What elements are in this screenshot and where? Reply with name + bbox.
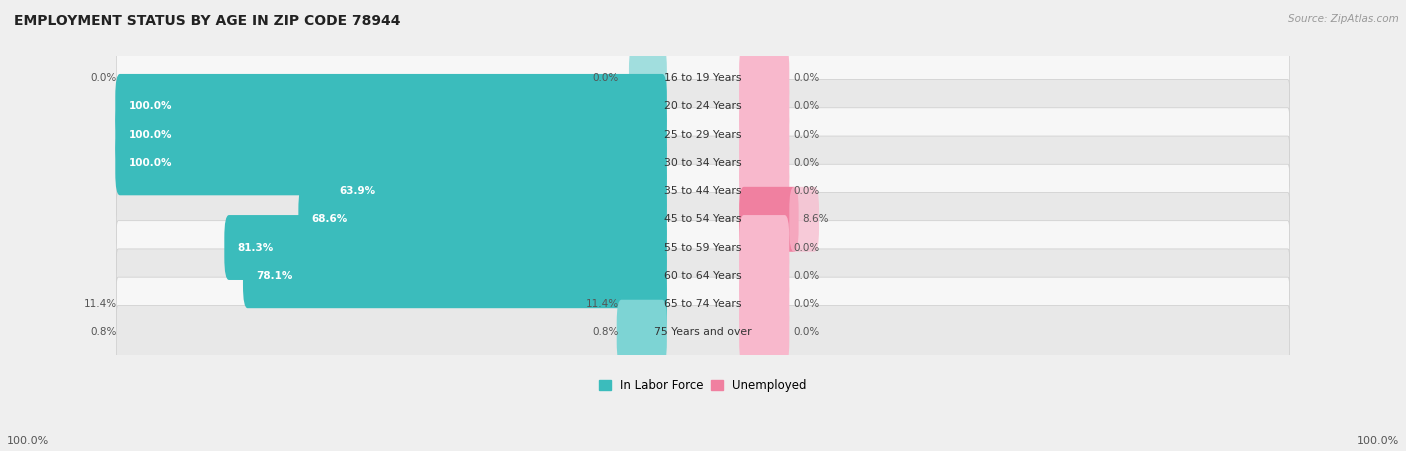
Legend: In Labor Force, Unemployed: In Labor Force, Unemployed xyxy=(595,374,811,397)
FancyBboxPatch shape xyxy=(740,243,789,308)
FancyBboxPatch shape xyxy=(789,187,820,252)
FancyBboxPatch shape xyxy=(740,215,789,280)
Text: 78.1%: 78.1% xyxy=(256,271,292,281)
Text: 0.8%: 0.8% xyxy=(90,327,117,337)
Text: 100.0%: 100.0% xyxy=(129,158,172,168)
Text: 16 to 19 Years: 16 to 19 Years xyxy=(664,73,742,83)
Text: 100.0%: 100.0% xyxy=(129,129,172,140)
Text: 0.0%: 0.0% xyxy=(91,73,117,83)
Text: 25 to 29 Years: 25 to 29 Years xyxy=(664,129,742,140)
FancyBboxPatch shape xyxy=(117,277,1289,331)
FancyBboxPatch shape xyxy=(740,74,789,139)
FancyBboxPatch shape xyxy=(117,249,1289,303)
FancyBboxPatch shape xyxy=(117,305,1289,359)
Text: 75 Years and over: 75 Years and over xyxy=(654,327,752,337)
FancyBboxPatch shape xyxy=(617,300,666,365)
Text: 100.0%: 100.0% xyxy=(129,101,172,111)
FancyBboxPatch shape xyxy=(740,300,789,365)
Text: 0.0%: 0.0% xyxy=(793,243,820,253)
Text: 0.0%: 0.0% xyxy=(793,271,820,281)
FancyBboxPatch shape xyxy=(628,46,666,110)
FancyBboxPatch shape xyxy=(117,136,1289,190)
Text: 0.0%: 0.0% xyxy=(793,327,820,337)
FancyBboxPatch shape xyxy=(740,130,789,195)
FancyBboxPatch shape xyxy=(326,159,666,224)
FancyBboxPatch shape xyxy=(117,193,1289,246)
Text: 8.6%: 8.6% xyxy=(803,214,830,224)
Text: 0.0%: 0.0% xyxy=(592,73,619,83)
Text: 0.0%: 0.0% xyxy=(793,158,820,168)
Text: 0.0%: 0.0% xyxy=(793,299,820,309)
Text: 55 to 59 Years: 55 to 59 Years xyxy=(664,243,742,253)
Text: 68.6%: 68.6% xyxy=(312,214,349,224)
FancyBboxPatch shape xyxy=(740,159,789,224)
Text: 0.0%: 0.0% xyxy=(793,186,820,196)
Text: 45 to 54 Years: 45 to 54 Years xyxy=(664,214,742,224)
FancyBboxPatch shape xyxy=(631,272,666,336)
Text: 60 to 64 Years: 60 to 64 Years xyxy=(664,271,742,281)
Text: 35 to 44 Years: 35 to 44 Years xyxy=(664,186,742,196)
FancyBboxPatch shape xyxy=(740,46,789,110)
Text: 20 to 24 Years: 20 to 24 Years xyxy=(664,101,742,111)
Text: 11.4%: 11.4% xyxy=(585,299,619,309)
Text: 0.8%: 0.8% xyxy=(592,327,619,337)
Text: 11.4%: 11.4% xyxy=(84,299,117,309)
Text: 100.0%: 100.0% xyxy=(1357,437,1399,446)
Text: Source: ZipAtlas.com: Source: ZipAtlas.com xyxy=(1288,14,1399,23)
Text: 30 to 34 Years: 30 to 34 Years xyxy=(664,158,742,168)
FancyBboxPatch shape xyxy=(115,130,666,195)
FancyBboxPatch shape xyxy=(117,51,1289,105)
FancyBboxPatch shape xyxy=(243,243,666,308)
FancyBboxPatch shape xyxy=(115,74,666,139)
Text: EMPLOYMENT STATUS BY AGE IN ZIP CODE 78944: EMPLOYMENT STATUS BY AGE IN ZIP CODE 789… xyxy=(14,14,401,28)
Text: 0.0%: 0.0% xyxy=(793,73,820,83)
FancyBboxPatch shape xyxy=(117,164,1289,218)
FancyBboxPatch shape xyxy=(298,187,666,252)
Text: 65 to 74 Years: 65 to 74 Years xyxy=(664,299,742,309)
FancyBboxPatch shape xyxy=(115,102,666,167)
FancyBboxPatch shape xyxy=(740,187,799,252)
Text: 81.3%: 81.3% xyxy=(238,243,274,253)
FancyBboxPatch shape xyxy=(117,221,1289,274)
Text: 63.9%: 63.9% xyxy=(339,186,375,196)
FancyBboxPatch shape xyxy=(117,108,1289,161)
FancyBboxPatch shape xyxy=(117,79,1289,133)
Text: 0.0%: 0.0% xyxy=(793,101,820,111)
FancyBboxPatch shape xyxy=(740,272,789,336)
Text: 100.0%: 100.0% xyxy=(7,437,49,446)
FancyBboxPatch shape xyxy=(225,215,666,280)
FancyBboxPatch shape xyxy=(740,102,789,167)
Text: 0.0%: 0.0% xyxy=(793,129,820,140)
